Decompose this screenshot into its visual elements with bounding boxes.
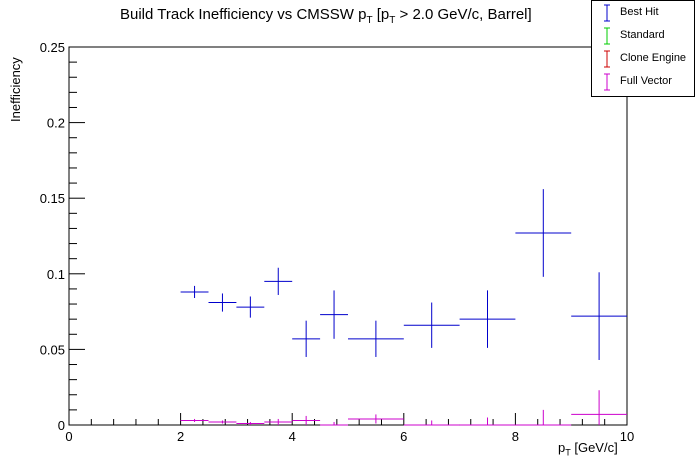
y-tick-label: 0.25 [40, 40, 65, 55]
data-point-best-hit [320, 290, 348, 339]
x-tick-label: 10 [620, 429, 634, 444]
x-tick-label: 8 [512, 429, 519, 444]
data-point-full-vector [208, 420, 237, 424]
y-tick-label: 0.1 [47, 267, 65, 282]
x-tick-label: 2 [177, 429, 184, 444]
data-point-full-vector [236, 421, 265, 425]
data-points [180, 189, 627, 426]
axis-ticks [68, 46, 628, 426]
data-point-full-vector [264, 418, 293, 425]
data-point-full-vector [180, 418, 209, 422]
chart-title: Build Track Inefficiency vs CMSSW pT [pT… [120, 6, 532, 26]
data-point-full-vector [292, 415, 321, 425]
legend-label-standard: Standard [620, 29, 665, 41]
data-point-best-hit [264, 267, 293, 295]
data-point-full-vector [320, 421, 348, 426]
y-tick-label: 0 [58, 418, 65, 433]
data-point-full-vector [571, 390, 627, 425]
y-tick-label: 0.2 [47, 116, 65, 131]
legend-marker-full-vector [604, 73, 610, 91]
y-tick-label: 0.15 [40, 191, 65, 206]
data-point-full-vector [403, 420, 460, 426]
data-point-best-hit [236, 296, 265, 318]
legend-label-best-hit: Best Hit [620, 6, 659, 18]
legend-item-best-hit: Best Hit [592, 2, 694, 24]
legend-item-standard: Standard [592, 25, 694, 47]
data-point-full-vector [515, 409, 572, 426]
legend-item-full-vector: Full Vector [592, 71, 694, 93]
data-point-best-hit [403, 302, 460, 348]
x-tick-label: 6 [400, 429, 407, 444]
legend-item-clone-engine: Clone Engine [592, 48, 694, 70]
axis-tick-labels: 0 2 4 6 8 10 0 0.05 0.1 0.15 0.2 0.25 [40, 40, 635, 444]
data-point-full-vector [348, 414, 404, 424]
x-tick-label: 4 [289, 429, 296, 444]
data-point-full-vector [459, 417, 516, 426]
data-point-best-hit [180, 285, 209, 298]
legend-label-clone-engine: Clone Engine [620, 52, 687, 64]
data-point-best-hit [292, 320, 321, 357]
data-point-best-hit [208, 293, 237, 312]
data-point-best-hit [571, 272, 627, 360]
y-tick-label: 0.05 [40, 342, 65, 357]
data-point-best-hit [459, 290, 516, 348]
y-axis-label: Inefficiency [8, 57, 23, 122]
x-axis-label: pT [GeV/c] [558, 440, 618, 458]
data-point-best-hit [515, 189, 572, 277]
legend-marker-clone-engine [604, 50, 610, 68]
data-point-best-hit [348, 320, 404, 357]
legend-marker-standard [604, 27, 610, 45]
x-tick-label: 0 [65, 429, 72, 444]
legend-label-full-vector: Full Vector [620, 75, 672, 87]
legend-marker-best-hit [604, 4, 610, 22]
legend: Best Hit Standard Clone Engine Full Vect… [591, 0, 695, 97]
